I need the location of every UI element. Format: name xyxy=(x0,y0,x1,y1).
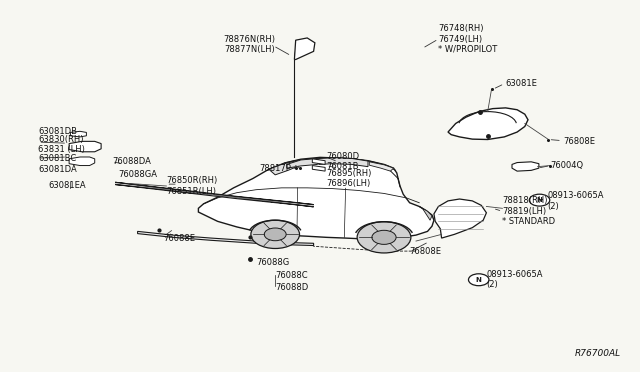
Text: 63081DA: 63081DA xyxy=(38,165,77,174)
Polygon shape xyxy=(419,206,432,220)
Text: 76748(RH)
76749(LH)
* W/PROPILOT: 76748(RH) 76749(LH) * W/PROPILOT xyxy=(438,24,498,54)
Text: 08913-6065A
(2): 08913-6065A (2) xyxy=(486,270,543,289)
Text: N: N xyxy=(476,277,482,283)
Text: N: N xyxy=(536,197,543,203)
Circle shape xyxy=(251,220,300,248)
Polygon shape xyxy=(312,166,325,171)
Polygon shape xyxy=(115,182,314,207)
Text: 63081EA: 63081EA xyxy=(48,182,86,190)
Circle shape xyxy=(468,274,489,286)
Text: R76700AL: R76700AL xyxy=(575,349,621,358)
Text: 76004Q: 76004Q xyxy=(550,161,584,170)
Polygon shape xyxy=(70,131,86,137)
Text: 63081E: 63081E xyxy=(506,79,538,88)
Polygon shape xyxy=(69,141,101,152)
Text: 76808E: 76808E xyxy=(410,247,442,256)
Polygon shape xyxy=(312,159,325,164)
Text: 76088G: 76088G xyxy=(256,258,289,267)
Polygon shape xyxy=(69,157,95,166)
Polygon shape xyxy=(448,108,528,140)
Polygon shape xyxy=(287,158,317,168)
Text: 78876N(RH)
78877N(LH): 78876N(RH) 78877N(LH) xyxy=(223,35,275,54)
Polygon shape xyxy=(198,157,434,239)
Text: 78818(RH)
78819(LH)
* STANDARD: 78818(RH) 78819(LH) * STANDARD xyxy=(502,196,556,226)
Text: 76088D: 76088D xyxy=(275,283,308,292)
Polygon shape xyxy=(294,38,315,60)
Circle shape xyxy=(357,222,411,253)
Polygon shape xyxy=(269,160,300,175)
Text: 76088C: 76088C xyxy=(275,271,308,280)
Text: 76895(RH)
76896(LH): 76895(RH) 76896(LH) xyxy=(326,169,372,188)
Polygon shape xyxy=(138,231,314,246)
Text: 76088GA: 76088GA xyxy=(118,170,157,179)
Text: 08913-6065A
(2): 08913-6065A (2) xyxy=(547,191,604,211)
Text: 76088DA: 76088DA xyxy=(112,157,151,166)
Text: 76080D: 76080D xyxy=(326,153,360,161)
Polygon shape xyxy=(512,162,539,171)
Circle shape xyxy=(529,194,550,206)
Text: 76808E: 76808E xyxy=(563,137,595,146)
Text: 63081DB: 63081DB xyxy=(38,127,77,136)
Text: 76850R(RH)
76851R(LH): 76850R(RH) 76851R(LH) xyxy=(166,176,218,196)
Text: 76088E: 76088E xyxy=(163,234,195,243)
Circle shape xyxy=(372,230,396,244)
Polygon shape xyxy=(434,199,486,238)
Polygon shape xyxy=(369,162,394,171)
Text: 63830(RH)
63831 (LH): 63830(RH) 63831 (LH) xyxy=(38,135,85,154)
Text: 76081B: 76081B xyxy=(326,162,359,171)
Text: 78817P: 78817P xyxy=(259,164,291,173)
Text: 63081BC: 63081BC xyxy=(38,154,77,163)
Circle shape xyxy=(264,228,286,241)
Polygon shape xyxy=(319,158,368,167)
